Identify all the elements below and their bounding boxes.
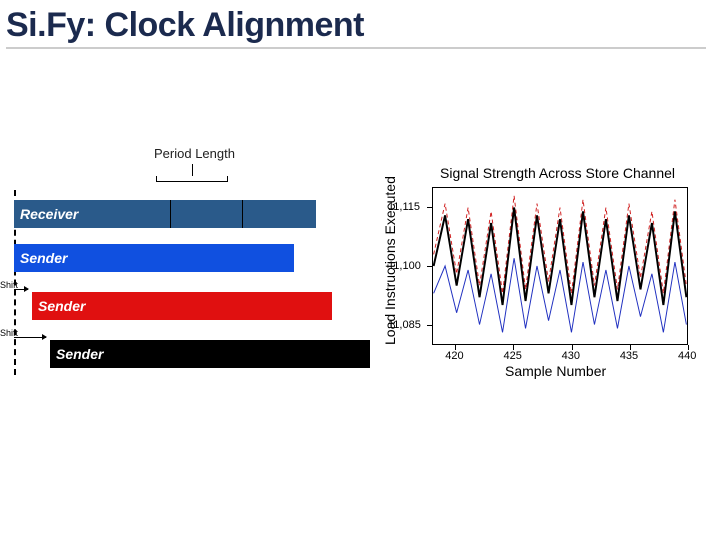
- slide-title: Si.Fy: Clock Alignment: [6, 6, 706, 49]
- bar-row-sender-1: Sender: [14, 244, 294, 272]
- bar-tick: [242, 200, 243, 228]
- period-label: Period Length: [154, 146, 235, 161]
- x-tick-label: 440: [678, 350, 696, 362]
- y-tick: [427, 207, 432, 208]
- shift-arrow-icon: [14, 289, 28, 290]
- y-tick-label: 11,100: [388, 260, 421, 272]
- bar-tail: [128, 340, 370, 368]
- bar-tail: [92, 244, 294, 272]
- bar-row-sender-3: Sender: [50, 340, 370, 368]
- signal-chart: Signal Strength Across Store Channel Loa…: [370, 165, 710, 395]
- bar-tail: [110, 292, 332, 320]
- y-tick: [427, 325, 432, 326]
- chart-lines: [433, 188, 687, 344]
- y-tick-label: 11,115: [388, 201, 420, 213]
- x-tick-label: 435: [620, 350, 638, 362]
- bar-row-sender-2: Sender: [32, 292, 332, 320]
- shift-arrow-icon: [14, 337, 46, 338]
- series-blue: [434, 258, 687, 332]
- alignment-diagram: Period Length ReceiverSenderSenderShiftS…: [0, 140, 360, 420]
- bar-tick: [170, 200, 171, 228]
- bar-tail: [98, 200, 316, 228]
- y-tick: [427, 266, 432, 267]
- bar-label: Sender: [50, 340, 128, 368]
- chart-title: Signal Strength Across Store Channel: [440, 165, 675, 181]
- bar-tick: [270, 340, 271, 368]
- period-bracket-stem: [192, 164, 193, 176]
- period-bracket: [156, 176, 228, 182]
- bar-tick: [340, 340, 341, 368]
- chart-plot-area: [432, 187, 688, 345]
- series-black: [434, 208, 687, 305]
- bar-tick: [200, 340, 201, 368]
- x-tick-label: 420: [445, 350, 463, 362]
- bar-row-receiver-0: Receiver: [14, 200, 316, 228]
- bar-label: Sender: [32, 292, 110, 320]
- chart-xlabel: Sample Number: [505, 363, 606, 379]
- bar-label: Sender: [14, 244, 92, 272]
- y-tick-label: 11,085: [388, 319, 421, 331]
- bar-label: Receiver: [14, 200, 98, 228]
- x-tick-label: 430: [562, 350, 580, 362]
- x-tick-label: 425: [503, 350, 521, 362]
